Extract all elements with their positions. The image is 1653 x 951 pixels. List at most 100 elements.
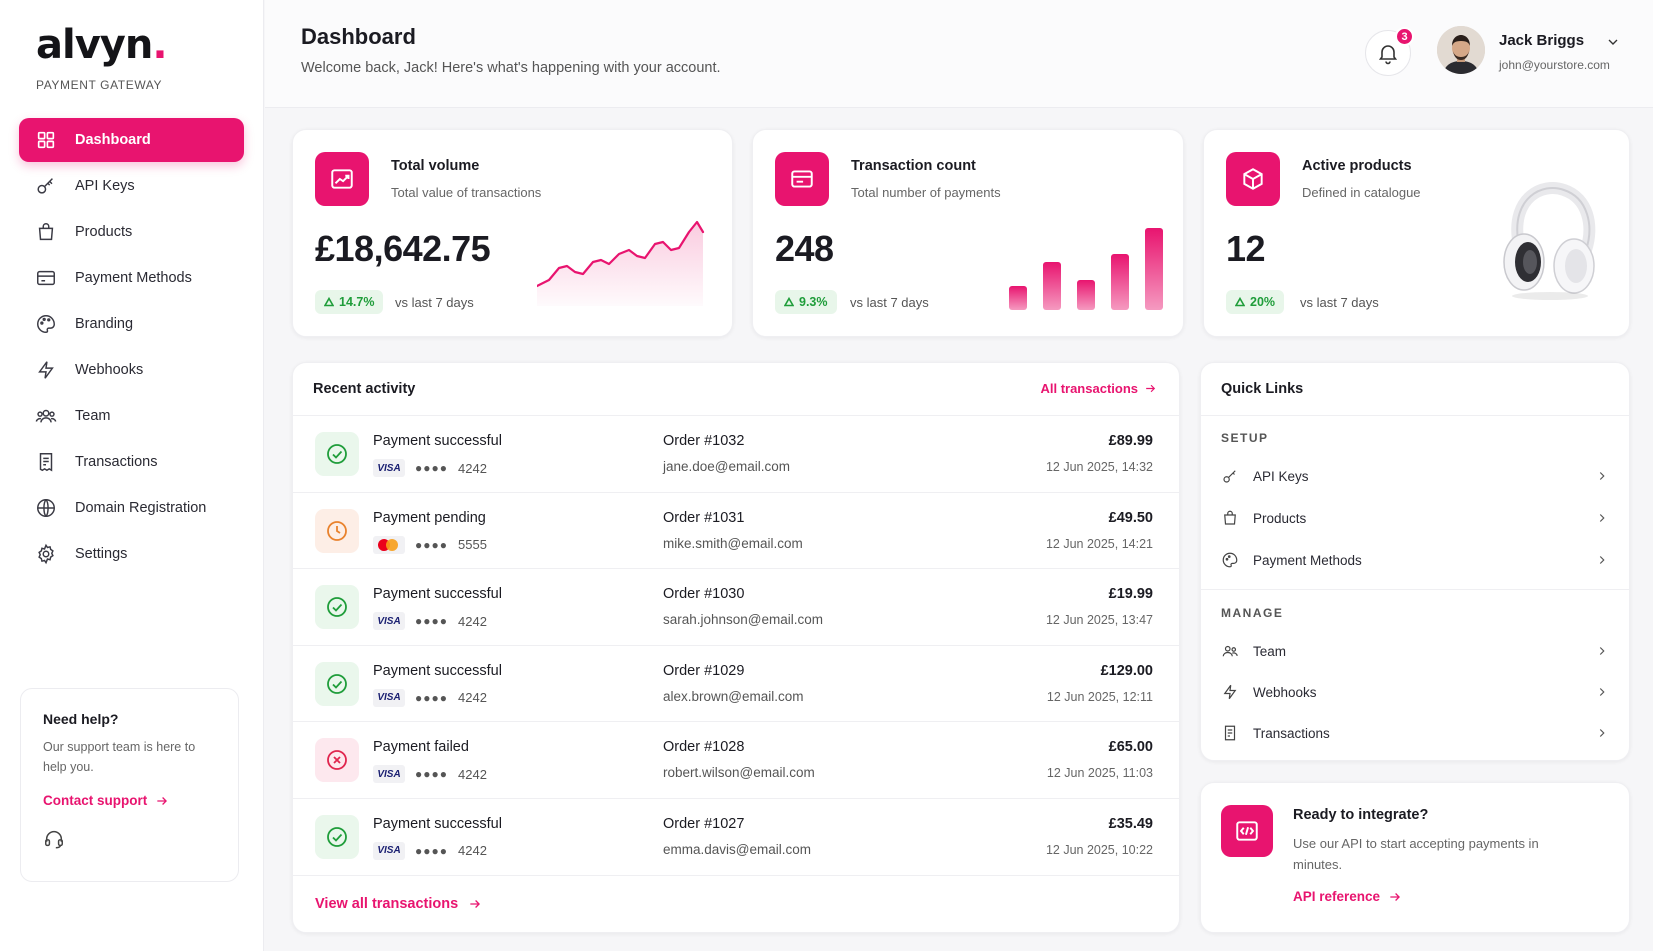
stat-value: 12 [1226,228,1266,269]
card-last4: 4242 [458,766,487,782]
check-circle-icon [315,432,359,476]
table-row[interactable]: Payment successful VISA ●●●● 4242 Order #1… [293,415,1179,492]
chevron-right-icon [1599,729,1605,737]
sidebar-item-webhooks[interactable]: Webhooks [19,348,244,392]
row-amount: £49.50 [1108,509,1153,526]
row-card-info: ●●●● 5555 [373,535,487,554]
row-order[interactable]: Order #1031 [663,509,745,526]
delta-label: vs last 7 days [395,295,474,310]
api-reference-label: API reference [1293,889,1381,904]
sidebar-item-transactions[interactable]: Transactions [19,440,244,484]
row-email: jane.doe@email.com [663,459,791,474]
row-order[interactable]: Order #1027 [663,815,745,832]
quick-link-products[interactable]: Products [1221,503,1609,533]
sidebar-item-domain-registration[interactable]: Domain Registration [19,486,244,530]
row-email: alex.brown@email.com [663,688,804,704]
table-row[interactable]: Payment pending ●●●● 5555 Order #1031 mik… [293,491,1179,569]
quick-link-api-keys[interactable]: API Keys [1221,461,1609,491]
visa-logo: VISA [373,841,405,860]
quick-link-label: Webhooks [1253,684,1317,700]
divider [1201,589,1629,590]
view-all-label: View all transactions [315,896,459,912]
view-all-transactions-link[interactable]: View all transactions [315,896,482,912]
all-transactions-link[interactable]: All transactions [1040,381,1157,396]
sidebar-item-products[interactable]: Products [19,210,244,254]
contact-support-label: Contact support [43,793,148,808]
sidebar-item-label: Domain Registration [75,500,207,516]
sidebar-item-branding[interactable]: Branding [19,302,244,346]
row-card-info: VISA ●●●● 4242 [373,841,487,860]
arrow-right-icon [1390,892,1401,901]
chevron-down-icon[interactable] [1605,34,1621,50]
headphones-image [1503,182,1596,300]
masked-dots: ●●●● [415,690,448,705]
table-row[interactable]: Payment successful VISA ●●●● 4242 Order #1… [293,568,1179,645]
chevron-right-icon [1599,647,1605,655]
row-order[interactable]: Order #1028 [663,739,745,755]
quick-link-payment-methods[interactable]: Payment Methods [1221,545,1609,575]
card-last4: 4242 [458,460,487,476]
table-row[interactable]: Payment failed VISA ●●●● 4242 Order #1028 … [293,721,1179,798]
sidebar-item-api-keys[interactable]: API Keys [19,164,244,208]
all-transactions-label: All transactions [1040,381,1138,396]
users-icon [1222,645,1238,657]
clock-icon [315,508,359,553]
total-volume-card: Total volume Total value of transactions… [292,129,733,337]
row-card-info: VISA ●●●● 4242 [373,459,487,477]
quick-links-title: Quick Links [1221,381,1304,397]
brand-logo[interactable]: alvyn. [36,22,168,68]
gear-icon [38,543,54,565]
visa-logo: VISA [373,612,405,630]
delta-label: vs last 7 days [1300,295,1379,310]
row-order[interactable]: Order #1032 [663,433,745,449]
delta-badge: 14.7% [315,290,384,314]
bag-icon [1224,510,1236,525]
user-photo [1437,26,1485,74]
table-row[interactable]: Payment successful VISA ●●●● 4242 Order #1… [293,797,1179,875]
divider [1201,415,1629,416]
card-last4: 4242 [458,613,487,629]
quick-link-label: Payment Methods [1253,552,1362,568]
row-email: mike.smith@email.com [663,535,803,551]
bar [1077,280,1095,310]
page-subtitle: Welcome back, Jack! Here's what's happen… [301,60,721,76]
receipt-icon [39,453,53,472]
avatar[interactable] [1437,26,1485,74]
bolt-icon [1223,684,1237,700]
sidebar-item-label: Settings [75,546,128,562]
row-amount: £19.99 [1108,586,1153,602]
chevron-right-icon [1599,556,1605,564]
chevron-right-icon [1599,688,1605,696]
sidebar-item-label: Team [75,408,111,424]
arrow-right-icon [157,796,168,805]
row-order[interactable]: Order #1030 [663,586,745,602]
sidebar-item-team[interactable]: Team [19,394,244,438]
stat-subtitle: Total number of payments [851,185,1001,200]
key-icon [37,178,53,194]
quick-link-transactions[interactable]: Transactions [1221,718,1609,748]
bar [1111,254,1129,310]
row-order[interactable]: Order #1029 [663,662,745,679]
table-row[interactable]: Payment successful VISA ●●●● 4242 Order #1… [293,644,1179,722]
user-email: john@yourstore.com [1499,58,1610,72]
notifications-button[interactable]: 3 [1365,27,1414,76]
recent-activity-card: Recent activity All transactions Payment… [292,362,1180,933]
quick-link-team[interactable]: Team [1221,636,1609,666]
user-name[interactable]: Jack Briggs [1499,32,1585,49]
stat-title: Active products [1302,158,1412,174]
divider [293,875,1179,876]
chevron-right-icon [1599,514,1605,522]
sidebar-item-payment-methods[interactable]: Payment Methods [19,256,244,300]
sidebar-item-settings[interactable]: Settings [19,532,244,576]
delta-value: 14.7% [339,295,375,309]
sidebar-item-dashboard[interactable]: Dashboard [19,118,244,162]
quick-link-webhooks[interactable]: Webhooks [1221,677,1609,707]
row-email: sarah.johnson@email.com [663,612,824,627]
sidebar-item-label: Webhooks [75,362,144,378]
headset-icon [45,831,63,849]
trend-up-icon [315,152,369,206]
row-amount: £35.49 [1108,815,1153,832]
api-reference-link[interactable]: API reference [1293,889,1402,904]
contact-support-link[interactable]: Contact support [43,793,216,808]
integrate-card: Ready to integrate? Use our API to start… [1200,782,1630,933]
